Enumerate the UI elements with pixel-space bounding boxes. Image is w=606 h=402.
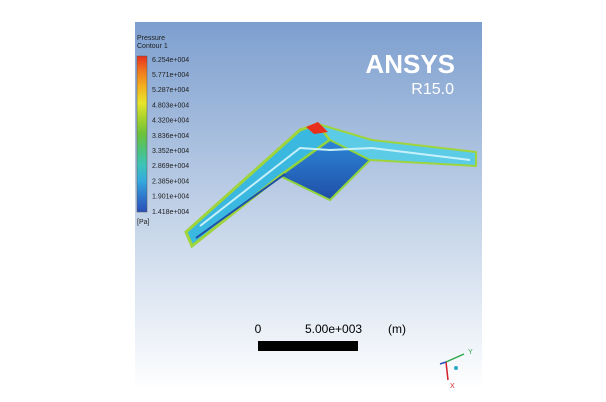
legend-label: 5.287e+004 bbox=[152, 87, 189, 94]
scale-start: 0 bbox=[255, 322, 262, 336]
triad-y-label: Y bbox=[468, 349, 473, 356]
legend-label: 5.771e+004 bbox=[152, 72, 189, 79]
scale-unit: (m) bbox=[388, 322, 406, 336]
triad-x-label: X bbox=[450, 383, 455, 390]
legend-unit: [Pa] bbox=[137, 219, 150, 226]
logo-version: R15.0 bbox=[411, 81, 454, 98]
legend-subtitle: Contour 1 bbox=[137, 43, 168, 50]
logo-name: ANSYS bbox=[365, 49, 455, 79]
legend-label: 6.254e+004 bbox=[152, 57, 189, 64]
legend-label: 1.418e+004 bbox=[152, 209, 189, 216]
legend-label: 4.320e+004 bbox=[152, 118, 189, 125]
legend-label: 2.385e+004 bbox=[152, 178, 189, 185]
legend-label: 4.803e+004 bbox=[152, 102, 189, 109]
legend-color-bar bbox=[137, 56, 147, 212]
scale-length: 5.00e+003 bbox=[305, 322, 362, 336]
legend-label: 3.352e+004 bbox=[152, 148, 189, 155]
scale-bar bbox=[258, 341, 358, 351]
legend-label: 2.869e+004 bbox=[152, 163, 189, 170]
legend-label: 3.836e+004 bbox=[152, 133, 189, 140]
page: Pressure Contour 1 6.254e+004 5.771e+004 5… bbox=[0, 0, 606, 402]
legend-label: 1.901e+004 bbox=[152, 194, 189, 201]
triad-center bbox=[454, 366, 458, 370]
legend-title: Pressure bbox=[137, 35, 165, 42]
viewport-screenshot: Pressure Contour 1 6.254e+004 5.771e+004 5… bbox=[0, 0, 606, 397]
